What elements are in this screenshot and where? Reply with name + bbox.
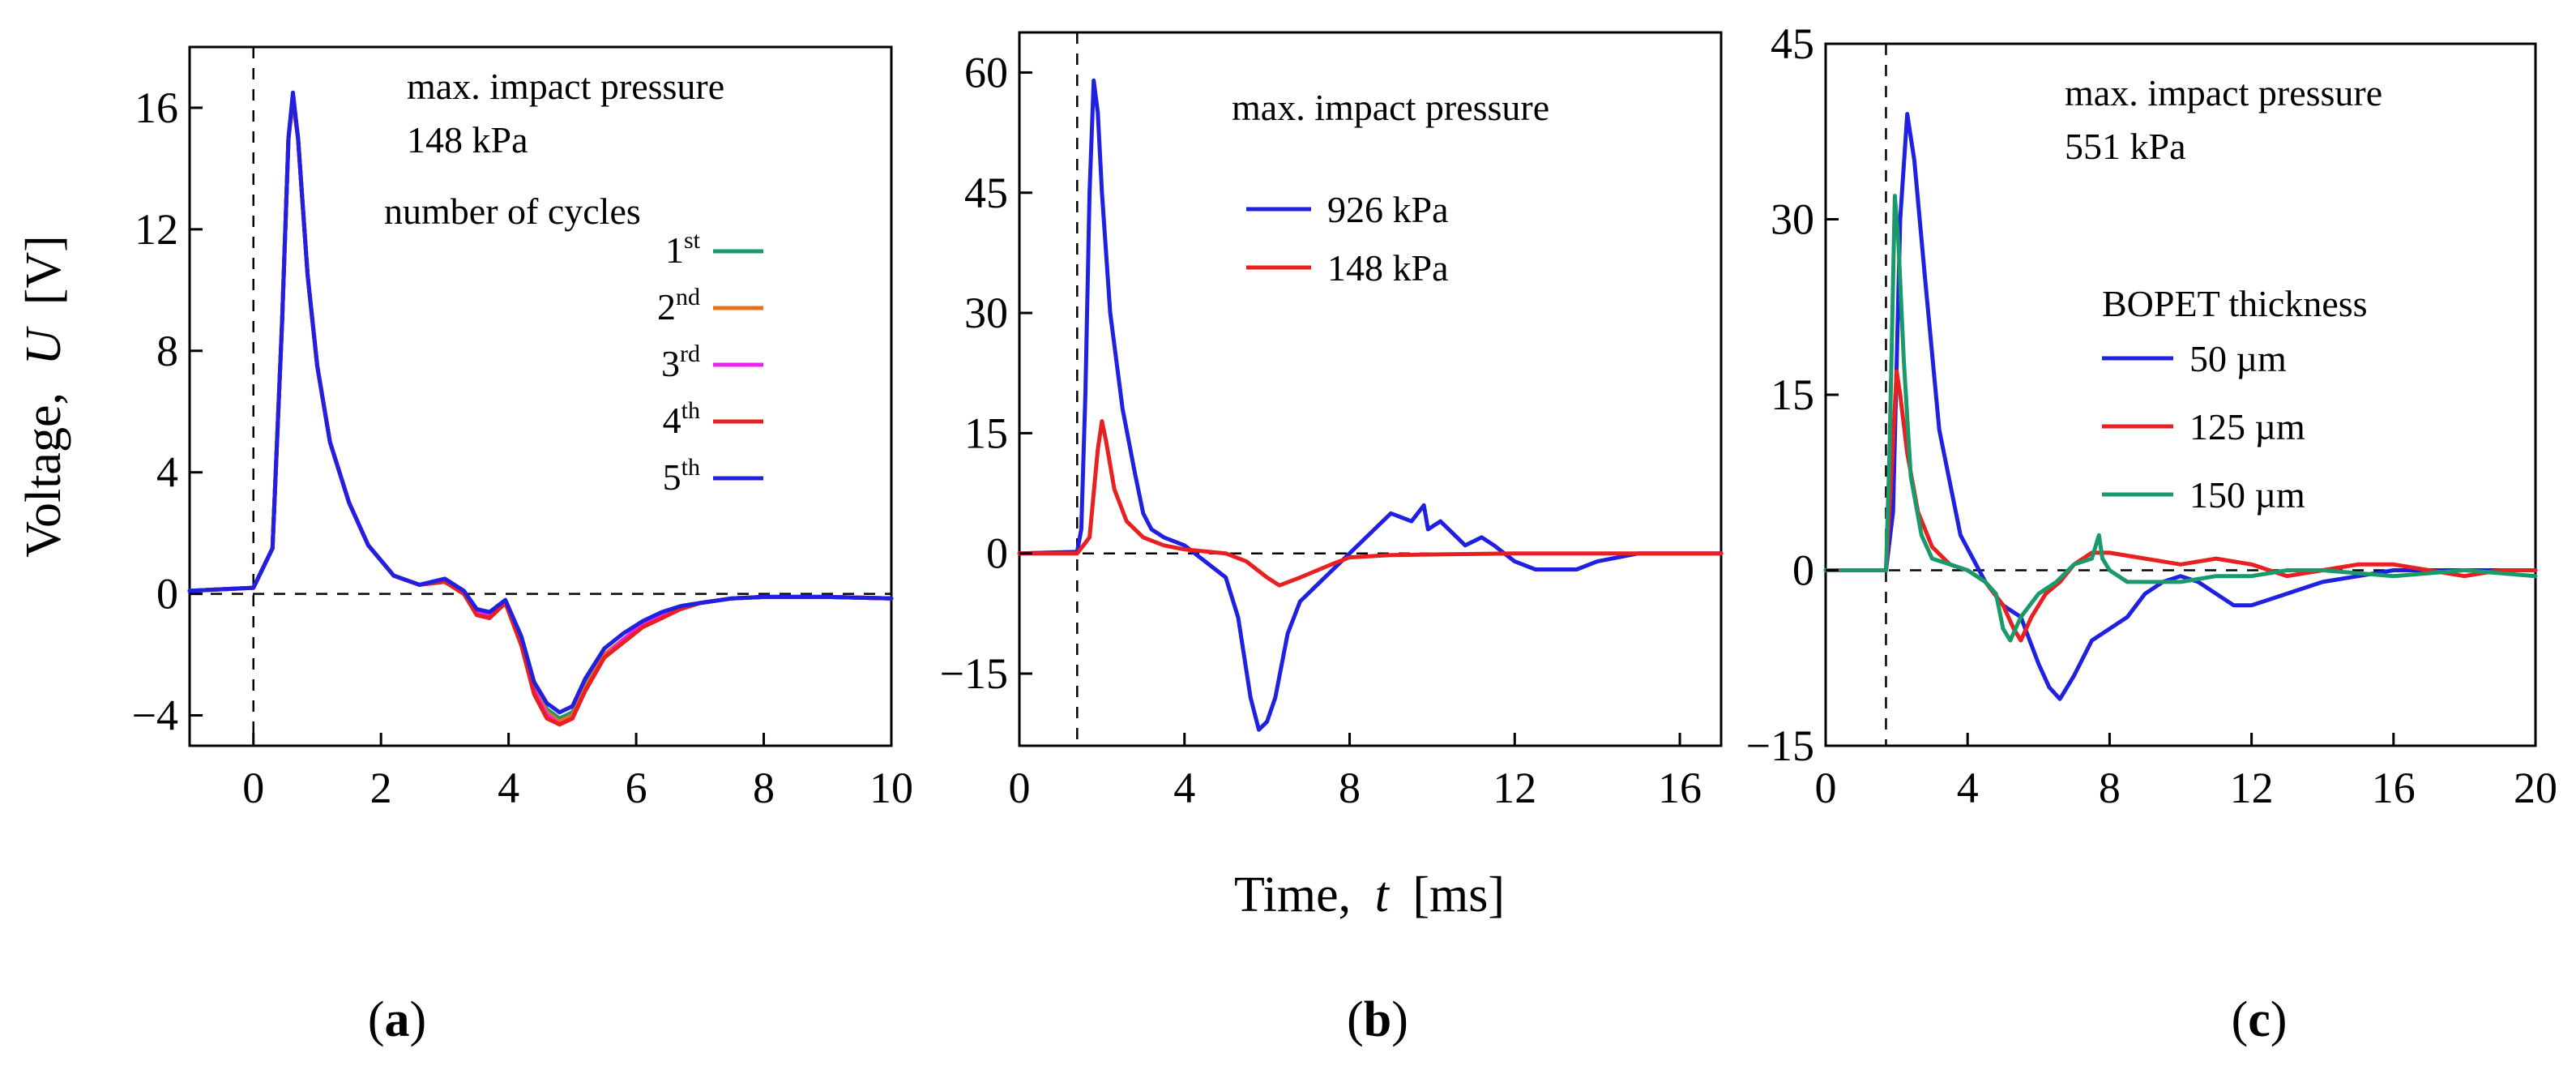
caption-c: (c)	[2232, 992, 2288, 1047]
legend-label: 926 kPa	[1327, 189, 1449, 230]
series-group-c	[1823, 44, 2538, 746]
y-tick-label: −15	[1746, 721, 1814, 770]
y-tick-label: 60	[964, 48, 1008, 96]
x-tick-label: 2	[370, 764, 392, 812]
caption-b-letter: b	[1364, 992, 1391, 1047]
series-line-b-1	[1017, 419, 1724, 588]
x-tick-label: 16	[2372, 764, 2416, 812]
x-tick-label: 4	[1957, 764, 1979, 812]
y-tick-label: 8	[156, 327, 178, 375]
caption-a: (a)	[368, 992, 426, 1047]
series-group-a	[187, 47, 894, 746]
series-line-b-0	[1017, 78, 1724, 732]
annotation-c-line2: 551 kPa	[2065, 126, 2186, 167]
y-tick-label: 0	[1792, 546, 1814, 595]
legend-label: 125 µm	[2189, 406, 2305, 447]
legend-label: 5th	[663, 454, 700, 498]
y-tick-label: 15	[1771, 370, 1814, 419]
legend-title-c: BOPET thickness	[2102, 283, 2368, 324]
x-axis-label-var: t	[1375, 867, 1391, 922]
chart-a: 0 2 4 6 8 10 −4 0 4 8 12 16 max. impact pressure 14…	[132, 45, 913, 812]
y-axis-label-var: U	[16, 326, 71, 366]
series-line-a-4	[187, 90, 894, 715]
x-tick-label: 4	[498, 764, 519, 812]
y-tick-label: 30	[1771, 195, 1814, 244]
legend-label: 148 kPa	[1327, 247, 1449, 289]
annotation-a-line1: max. impact pressure	[407, 66, 724, 107]
annotation-b-line1: max. impact pressure	[1232, 87, 1549, 128]
x-axis-label: Time, t [ms]	[1234, 867, 1505, 922]
caption-b: (b)	[1347, 992, 1408, 1047]
y-tick-label: 0	[986, 529, 1008, 578]
series-line-c-0	[1823, 112, 2538, 701]
legend-title-a: number of cycles	[384, 190, 641, 232]
legend-label: 150 µm	[2189, 474, 2305, 516]
y-tick-label: 4	[156, 448, 178, 497]
x-tick-label: 20	[2514, 764, 2557, 812]
x-tick-label: 6	[626, 764, 647, 812]
y-tick-label: 16	[135, 83, 178, 132]
x-axis-label-prefix: Time,	[1234, 867, 1351, 922]
series-line-c-2	[1823, 194, 2538, 643]
y-tick-label: 0	[156, 570, 178, 618]
caption-a-letter: a	[385, 992, 410, 1047]
legend-label: 4th	[663, 397, 700, 441]
caption-c-letter: c	[2248, 992, 2271, 1047]
legend-label: 3rd	[661, 340, 700, 384]
x-tick-label: 8	[1339, 764, 1361, 812]
annotation-c-line1: max. impact pressure	[2065, 72, 2382, 113]
legend-label: 2nd	[657, 284, 700, 327]
plot-frame-a	[188, 45, 893, 747]
y-tick-label: 30	[964, 289, 1008, 337]
x-tick-label: 12	[2230, 764, 2274, 812]
x-tick-label: 12	[1493, 764, 1536, 812]
legend-label: 50 µm	[2189, 338, 2287, 379]
y-axis-label-prefix: Voltage,	[16, 392, 71, 558]
y-axis-label: Voltage, U [V]	[16, 235, 71, 558]
x-tick-label: 0	[242, 764, 264, 812]
x-tick-label: 0	[1815, 764, 1837, 812]
chart-b: 0 4 8 12 16 −15 0 15 30 45 60 max. impact pressure…	[940, 31, 1724, 812]
y-tick-label: 45	[964, 169, 1008, 217]
legend-c: 50 µm 125 µm 150 µm	[2102, 338, 2305, 516]
x-tick-label: 4	[1173, 764, 1195, 812]
y-tick-label: 12	[135, 205, 178, 254]
y-tick-label: −15	[940, 649, 1008, 698]
x-axis-label-unit: [ms]	[1412, 867, 1505, 922]
legend-b: 926 kPa 148 kPa	[1246, 189, 1449, 289]
x-tick-label: 8	[2099, 764, 2121, 812]
x-tick-label: 16	[1658, 764, 1702, 812]
x-tick-label: 8	[753, 764, 775, 812]
x-tick-label: 10	[869, 764, 913, 812]
y-tick-label: −4	[132, 691, 178, 740]
annotation-a-line2: 148 kPa	[407, 119, 528, 160]
y-axis-label-unit: [V]	[16, 235, 71, 305]
ticks-b: 0 4 8 12 16 −15 0 15 30 45 60	[940, 48, 1702, 812]
y-tick-label: 45	[1771, 19, 1814, 68]
legend-label: 1st	[665, 227, 701, 271]
legend-a: 1st 2nd 3rd 4th 5th	[657, 227, 763, 498]
x-tick-label: 0	[1009, 764, 1031, 812]
ticks-a: 0 2 4 6 8 10 −4 0 4 8 12 16	[132, 83, 913, 812]
y-tick-label: 15	[964, 409, 1008, 457]
series-group-b	[1017, 32, 1724, 746]
plot-frame-b	[1018, 31, 1723, 747]
